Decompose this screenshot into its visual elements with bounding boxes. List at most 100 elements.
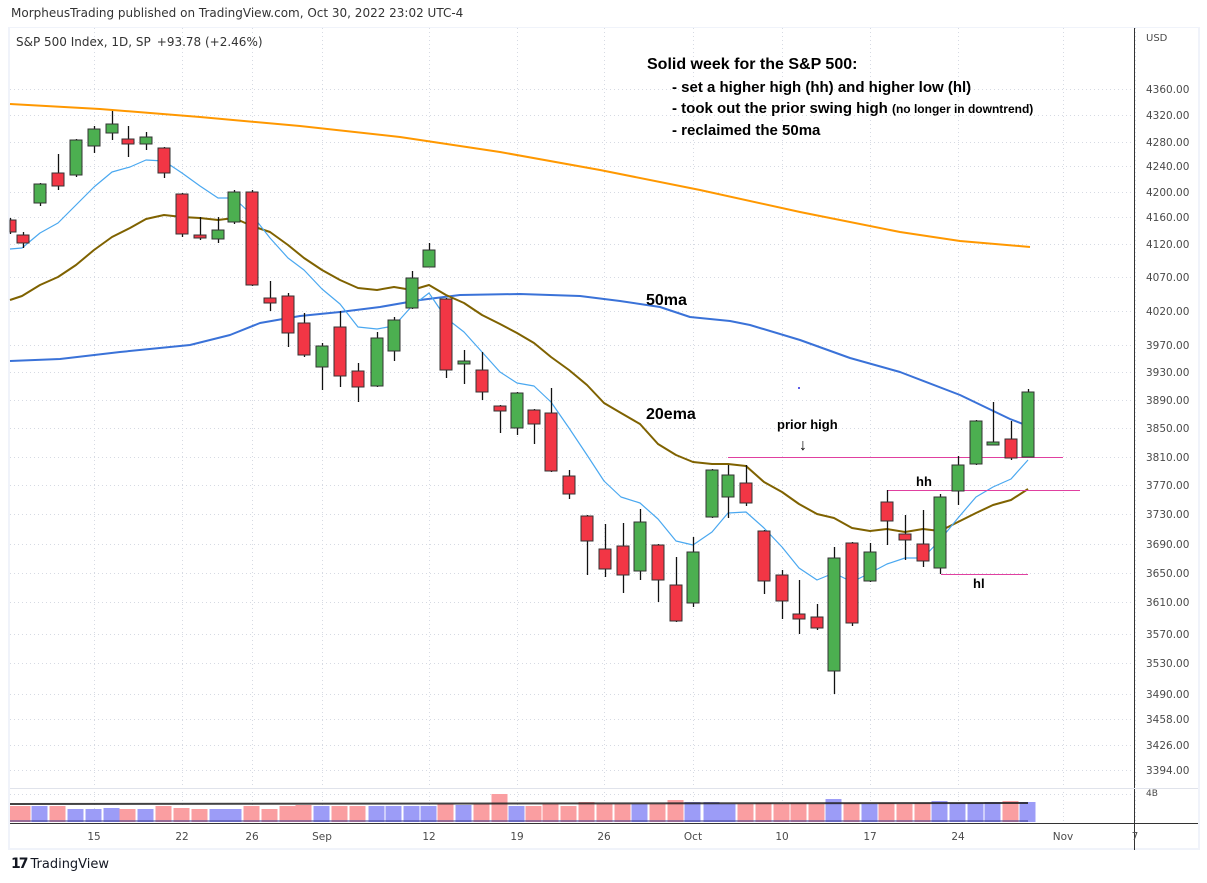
volume-bar [103, 808, 120, 822]
candle-body [457, 360, 471, 365]
candle-body [527, 409, 541, 425]
time-tick-label: 15 [87, 831, 100, 843]
volume-bar [825, 799, 842, 822]
volume-bar [596, 804, 613, 822]
time-tick-label: 26 [245, 831, 259, 843]
volume-bar [542, 804, 559, 822]
prior-high-label: prior high [777, 417, 838, 432]
annotation-bullet-2: - took out the prior swing high (no long… [672, 100, 1033, 117]
volume-axis-label: 4B [1146, 789, 1158, 799]
volume-bar [85, 809, 102, 822]
candle-body [792, 613, 806, 620]
price-tick-label: 3610.00 [1146, 597, 1189, 609]
price-tick-label: 4070.00 [1146, 272, 1189, 284]
time-tick-label: 12 [422, 831, 435, 843]
currency-label: USD [1146, 33, 1168, 44]
candle-body [951, 464, 965, 492]
volume-bar [861, 804, 878, 822]
volume-bar [614, 804, 631, 822]
candle-body [845, 542, 859, 624]
candle-body [121, 138, 135, 145]
price-tick-label: 3394.00 [1146, 765, 1189, 777]
volume-bar [261, 809, 278, 822]
time-tick-label: Sep [312, 831, 332, 843]
chart-legend[interactable]: S&P 500 Index, 1D, SP +93.78 (+2.46%) [16, 35, 263, 49]
price-tick-label: 4360.00 [1146, 84, 1189, 96]
line-200ma [9, 103, 1031, 248]
price-tick-label: 3530.00 [1146, 658, 1189, 670]
volume-bar [331, 806, 348, 822]
candle-body [810, 616, 824, 629]
volume-bar [878, 803, 895, 822]
candle-body [297, 322, 311, 356]
annotation-bullet-1-text: - set a higher high (hh) and higher low … [672, 79, 972, 96]
grid-lines [10, 28, 1136, 823]
price-tick-label: 3650.00 [1146, 568, 1189, 580]
tradingview-logo[interactable]: 17 TradingView [11, 856, 109, 872]
candle-body [387, 319, 401, 352]
volume-bar [1002, 801, 1019, 822]
time-tick-label: Nov [1053, 831, 1074, 843]
volume-bar [403, 806, 420, 822]
volume-bar [843, 803, 860, 822]
candle-body [475, 369, 489, 393]
time-axis-area[interactable] [10, 824, 1134, 848]
candle-body [633, 521, 647, 572]
tradingview-logo-icon: 17 [11, 856, 29, 872]
candle-body [405, 277, 419, 309]
time-axis-ticks: 15 22 26 Sep 12 19 26 Oct 10 17 24 Nov 7 [87, 831, 1138, 843]
candle-body [157, 147, 171, 174]
price-tick-label: 3850.00 [1146, 423, 1189, 435]
volume-bar [225, 809, 242, 822]
candle-body [757, 530, 771, 582]
candle-body [69, 139, 83, 176]
volume-bar [349, 806, 366, 822]
volume-bar [967, 803, 984, 822]
candle-body [9, 219, 17, 233]
volume-bar [473, 804, 490, 822]
candle-body [898, 533, 912, 541]
candle-body [193, 234, 207, 239]
candle-body [651, 544, 665, 581]
volume-bar [703, 802, 720, 822]
volume-bar [67, 809, 84, 822]
candle-body [669, 584, 683, 622]
candle-body [139, 136, 153, 145]
volume-bar [420, 806, 437, 822]
candle-body [510, 392, 524, 429]
candle-body [87, 128, 101, 147]
annotation-bullet-3: - reclaimed the 50ma [672, 122, 820, 139]
price-tick-label: 3690.00 [1146, 539, 1189, 551]
volume-bar [896, 804, 913, 822]
time-tick-label: 22 [175, 831, 188, 843]
volume-bar [295, 805, 312, 822]
price-tick-label: 3810.00 [1146, 452, 1189, 464]
publisher-line: MorpheusTrading published on TradingView… [11, 6, 464, 20]
volume-bars [9, 794, 1036, 822]
price-tick-label: 4320.00 [1146, 110, 1189, 122]
volume-bar [368, 806, 385, 822]
price-tick-label: 3890.00 [1146, 395, 1189, 407]
plot-area[interactable] [10, 28, 1134, 823]
candle-body [333, 326, 347, 377]
hl-label: hl [973, 576, 985, 591]
volume-bar [667, 800, 684, 822]
annotation-bullet-1: - set a higher high (hh) and higher low … [672, 79, 971, 96]
volume-bar [437, 804, 454, 822]
price-tick-label: 4200.00 [1146, 187, 1189, 199]
volume-bar [1019, 802, 1036, 822]
volume-bar [279, 806, 296, 822]
candle-body [933, 496, 947, 569]
annotation-bullet-3-text: - reclaimed the 50ma [672, 122, 821, 139]
candle-body [493, 405, 507, 412]
candle-body [315, 345, 329, 368]
candle-body [227, 191, 241, 223]
candle-body [245, 191, 259, 286]
volume-bar [737, 804, 754, 822]
volume-bar [649, 804, 666, 822]
price-tick-label: 4240.00 [1146, 161, 1189, 173]
candle-body [616, 545, 630, 576]
price-axis-area[interactable] [1135, 28, 1198, 848]
tradingview-logo-text: TradingView [30, 856, 110, 872]
